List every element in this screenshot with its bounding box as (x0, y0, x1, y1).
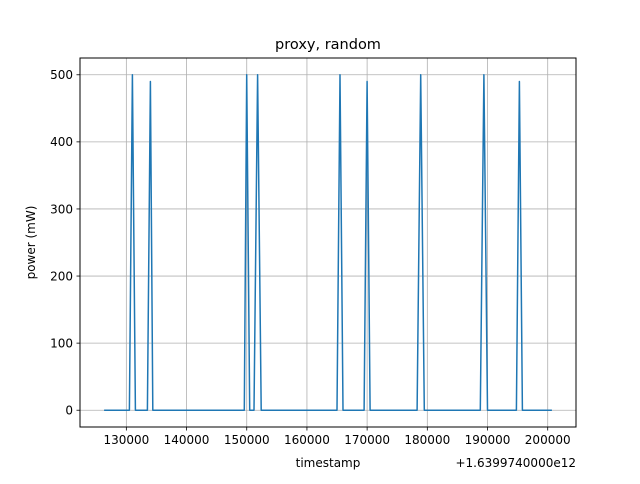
series-line (104, 74, 552, 411)
plot-area (80, 58, 576, 427)
x-tick-label: 160000 (284, 433, 330, 447)
y-tick-label: 100 (50, 336, 73, 350)
x-axis-label: timestamp (296, 456, 361, 470)
y-tick-label: 0 (65, 404, 73, 418)
y-axis-label: power (mW) (24, 206, 38, 280)
chart-title: proxy, random (275, 37, 381, 53)
x-tick-label: 170000 (344, 433, 390, 447)
y-tick-label: 400 (50, 135, 73, 149)
x-axis-offset-label: +1.6399740000e12 (455, 456, 576, 470)
tick-layer: 130000 140000 150000 160000 170000 180000 1900… (50, 68, 571, 447)
series-layer (104, 74, 552, 411)
x-tick-label: 140000 (164, 433, 210, 447)
x-tick-label: 150000 (224, 433, 270, 447)
y-tick-label: 300 (50, 202, 73, 216)
x-tick-label: 130000 (103, 433, 149, 447)
y-tick-label: 200 (50, 269, 73, 283)
y-tick-label: 500 (50, 68, 73, 82)
x-tick-label: 190000 (465, 433, 511, 447)
plot-frame (79, 57, 577, 428)
x-tick-label: 200000 (525, 433, 571, 447)
x-tick-label: 180000 (404, 433, 450, 447)
